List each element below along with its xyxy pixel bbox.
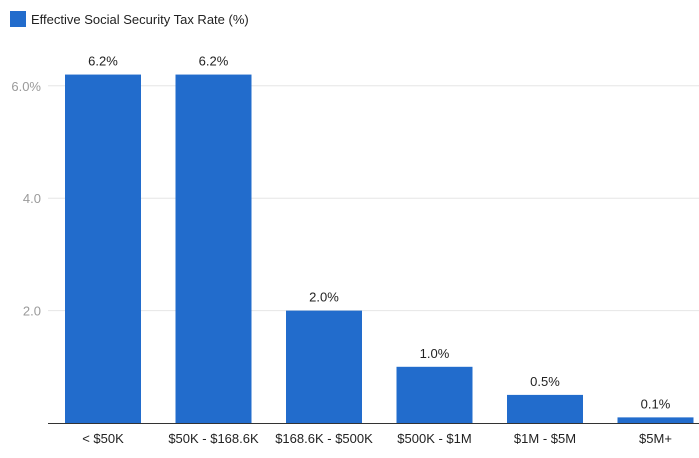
bar[interactable] (396, 366, 473, 423)
y-tick-label: 4.0 (23, 191, 41, 206)
bar[interactable] (617, 417, 694, 423)
y-tick-label: 6.0% (11, 79, 41, 94)
x-axis-category-labels: < $50K $50K - $168.6K $168.6K - $500K $500K… (82, 431, 672, 446)
bar-data-label: 0.1% (641, 396, 671, 411)
legend-swatch (10, 11, 26, 27)
y-axis-tick-labels: 2.0 4.0 6.0% (11, 79, 41, 319)
legend-label: Effective Social Security Tax Rate (%) (31, 12, 249, 27)
bar[interactable] (507, 394, 583, 423)
bar-data-label: 6.2% (199, 54, 229, 69)
y-tick-label: 2.0 (23, 304, 41, 319)
bar-data-label: 1.0% (420, 346, 450, 361)
bar[interactable] (175, 74, 252, 423)
x-tick-label: $500K - $1M (397, 431, 471, 446)
bar-data-label: 2.0% (309, 290, 339, 305)
bars (65, 74, 694, 423)
bar-data-label: 0.5% (530, 374, 560, 389)
x-tick-label: $50K - $168.6K (168, 431, 259, 446)
x-tick-label: < $50K (82, 431, 124, 446)
x-tick-label: $5M+ (639, 431, 672, 446)
bar[interactable] (286, 310, 362, 423)
bar-data-label: 6.2% (88, 54, 118, 69)
gridlines (48, 85, 699, 312)
legend[interactable]: Effective Social Security Tax Rate (%) (10, 11, 249, 27)
data-labels: 6.2% 6.2% 2.0% 1.0% 0.5% 0.1% (88, 54, 671, 412)
bar[interactable] (65, 74, 141, 423)
x-tick-label: $168.6K - $500K (275, 431, 373, 446)
x-tick-label: $1M - $5M (514, 431, 576, 446)
